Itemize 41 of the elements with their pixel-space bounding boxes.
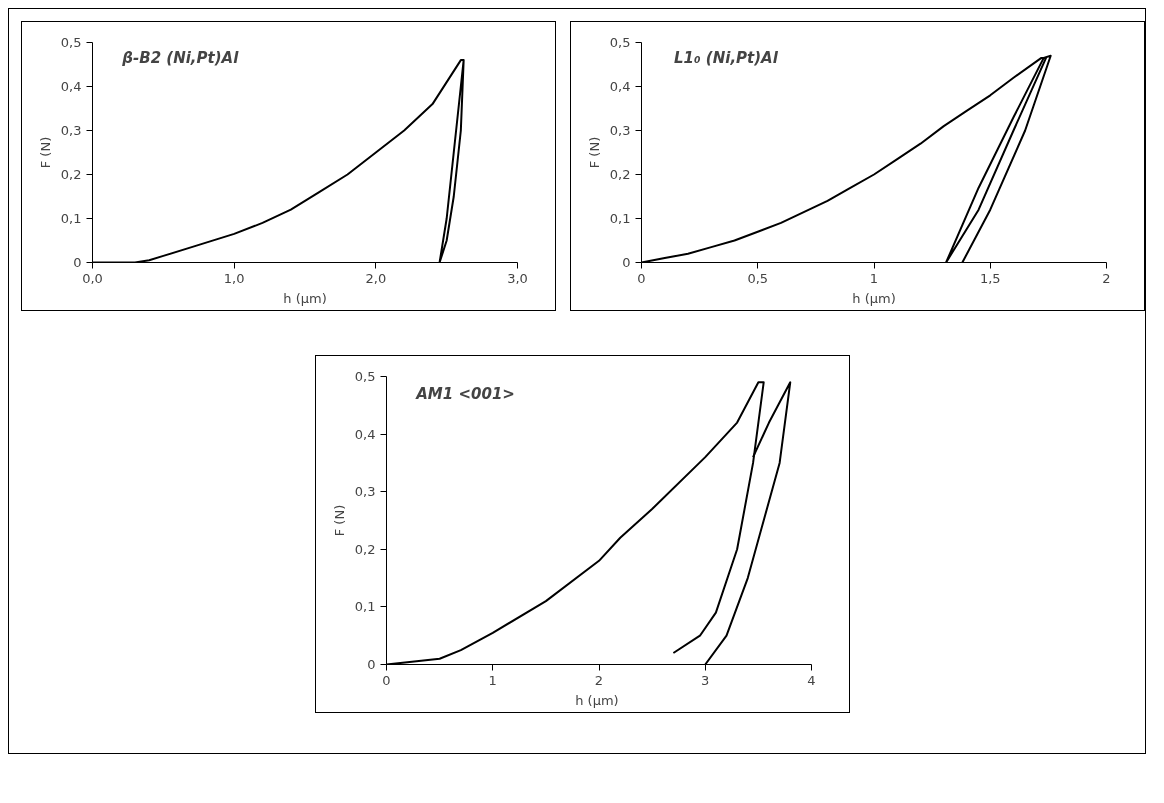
x-axis-title: h (µm) (852, 290, 896, 306)
y-tick-label: 0 (73, 255, 82, 270)
x-tick-label: 1 (869, 270, 879, 286)
y-tick-label: 0,5 (609, 35, 631, 50)
x-tick-label: 0 (382, 672, 391, 688)
x-axis-title: h (µm) (575, 692, 619, 708)
x-tick-label: 2 (1102, 270, 1111, 286)
y-tick-label: 0,1 (354, 599, 376, 615)
y-tick-label: 0 (367, 657, 376, 672)
x-tick-label: 1 (488, 672, 497, 688)
y-axis-title: F (N) (37, 136, 53, 169)
x-axis-title: h (µm) (283, 290, 327, 306)
x-tick-label: 0 (637, 270, 646, 286)
text: β-B2 (Ni,Pt)Al (121, 49, 240, 68)
y-tick-label: 0 (622, 255, 631, 270)
x-tick-label: 3 (701, 672, 710, 688)
y-tick-label: 0,3 (354, 484, 376, 500)
y-tick-label: 0,2 (354, 541, 376, 557)
y-axis-title: F (N) (586, 136, 602, 169)
y-tick-label: 0,1 (609, 211, 631, 226)
y-tick-label: 0,2 (609, 167, 631, 182)
y-tick-label: 0,3 (609, 123, 631, 138)
x-tick-label: 1,5 (979, 270, 1001, 286)
x-tick-label: 3,0 (507, 270, 528, 286)
y-tick-label: 0,4 (354, 426, 376, 442)
x-tick-label: 4 (807, 672, 816, 688)
x-tick-label: 0,0 (82, 270, 103, 286)
y-tick-label: 0,3 (60, 123, 82, 138)
y-tick-label: 0,2 (60, 167, 82, 182)
x-tick-label: 1,0 (223, 270, 245, 286)
y-tick-label: 0,4 (609, 79, 631, 94)
y-axis-title: F (N) (331, 504, 347, 537)
y-tick-label: 0,1 (60, 211, 82, 226)
x-tick-label: 2 (594, 672, 604, 688)
text: AM1 <001> (415, 385, 515, 404)
y-tick-label: 0,5 (354, 369, 376, 384)
y-tick-label: 0,5 (60, 35, 82, 50)
x-tick-label: 2,0 (365, 270, 387, 286)
y-tick-label: 0,4 (60, 79, 82, 94)
x-tick-label: 0,5 (747, 270, 769, 286)
text: L1₀ (Ni,Pt)Al (674, 49, 779, 68)
